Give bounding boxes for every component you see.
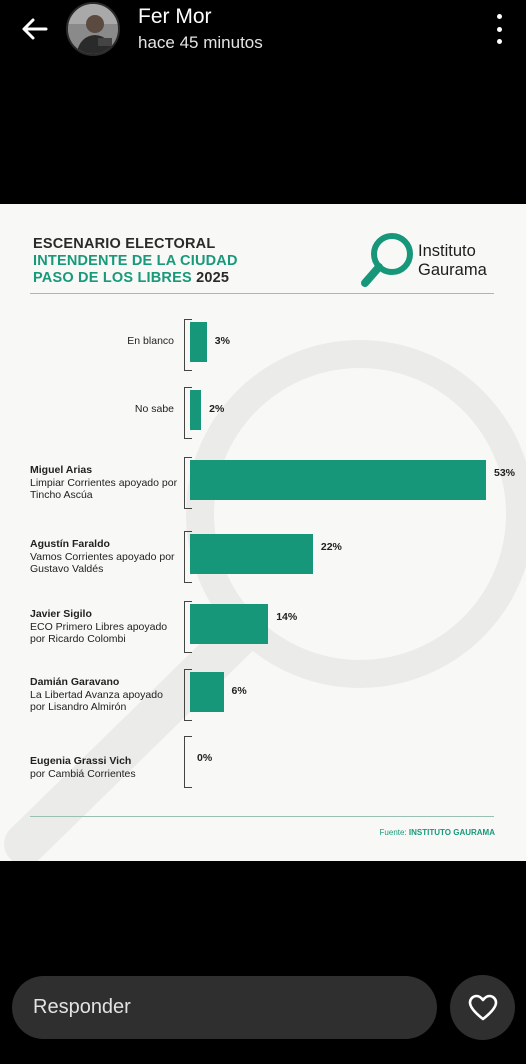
candidate-name: Javier Sigilo xyxy=(30,608,92,620)
category-label: No sabe xyxy=(134,403,174,415)
like-button[interactable] xyxy=(450,975,515,1040)
avatar-photo xyxy=(68,4,118,54)
axis-bracket xyxy=(184,736,192,788)
axis-bracket xyxy=(184,457,192,509)
candidate-label: Eugenia Grassi Vich por Cambiá Corrientes xyxy=(30,755,180,780)
value-label: 3% xyxy=(214,335,230,347)
top-divider xyxy=(30,293,494,294)
axis-bracket xyxy=(184,531,192,583)
post-time: hace 45 minutos xyxy=(138,33,263,52)
bar xyxy=(190,672,224,712)
bar xyxy=(190,390,202,430)
title-line-3: PASO DE LOS LIBRES 2025 xyxy=(33,270,238,287)
candidate-label: Javier Sigilo ECO Primero Libres apoyado … xyxy=(30,608,180,646)
avatar[interactable] xyxy=(66,2,120,56)
instituto-gaurama-logo: Instituto Gaurama xyxy=(360,230,510,290)
bottom-divider xyxy=(30,816,494,817)
axis-bracket xyxy=(184,669,192,721)
story-header: Fer Mor hace 45 minutos xyxy=(0,0,526,60)
bar xyxy=(190,534,313,574)
source-name: INSTITUTO GAURAMA xyxy=(408,828,495,837)
candidate-name: Eugenia Grassi Vich xyxy=(30,755,132,767)
candidate-name: Miguel Arias xyxy=(30,464,93,476)
title-line-1: ESCENARIO ELECTORAL xyxy=(33,236,216,252)
value-label: 53% xyxy=(494,467,516,479)
candidate-label: Miguel Arias Limpiar Corrientes apoyado p… xyxy=(30,464,180,502)
candidate-party: La Libertad Avanza apoyado por Lisandro … xyxy=(30,688,163,714)
value-label: 6% xyxy=(231,685,247,697)
reply-placeholder: Responder xyxy=(33,996,131,1018)
title-city: PASO DE LOS LIBRES xyxy=(33,270,192,286)
candidate-name: Damián Garavano xyxy=(30,676,120,688)
candidate-party: ECO Primero Libres apoyado por Ricardo C… xyxy=(30,620,168,646)
value-label: 22% xyxy=(320,541,342,553)
value-label: 2% xyxy=(209,403,225,415)
axis-bracket xyxy=(184,601,192,653)
value-label: 0% xyxy=(197,752,213,764)
category-label: En blanco xyxy=(127,335,174,347)
user-name[interactable]: Fer Mor xyxy=(138,5,212,28)
bar xyxy=(190,604,269,644)
candidate-label: Damián Garavano La Libertad Avanza apoyad… xyxy=(30,676,180,714)
title-year: 2025 xyxy=(196,270,230,286)
logo-line-1: Instituto xyxy=(418,242,476,260)
source-prefix: Fuente: xyxy=(379,828,407,837)
axis-bracket xyxy=(184,319,192,371)
candidate-party: Vamos Corrientes apoyado por Gustavo Val… xyxy=(30,550,175,576)
poll-infographic: ESCENARIO ELECTORAL INTENDENTE DE LA CIU… xyxy=(0,204,526,861)
more-vertical-icon xyxy=(496,14,502,19)
axis-bracket xyxy=(184,387,192,439)
candidate-party: por Cambiá Corrientes xyxy=(30,767,136,780)
candidate-label: Agustín Faraldo Vamos Corrientes apoyado … xyxy=(30,538,180,576)
heart-icon xyxy=(468,994,497,1020)
logo-line-2: Gaurama xyxy=(418,261,487,279)
reply-input[interactable]: Responder xyxy=(12,976,437,1039)
magnifier-logo-icon xyxy=(361,233,413,287)
bar xyxy=(190,460,486,500)
back-button[interactable] xyxy=(14,12,54,46)
arrow-left-icon xyxy=(22,18,48,40)
logo-text: Instituto Gaurama xyxy=(418,242,487,280)
more-options-button[interactable] xyxy=(490,14,508,44)
infographic-title: ESCENARIO ELECTORAL INTENDENTE DE LA CIU… xyxy=(33,236,238,287)
value-label: 14% xyxy=(276,611,298,623)
candidate-party: Limpiar Corrientes apoyado por Tincho As… xyxy=(30,476,178,502)
bar xyxy=(190,322,207,362)
source-note: Fuente: INSTITUTO GAURAMA xyxy=(380,828,495,837)
title-line-2: INTENDENTE DE LA CIUDAD xyxy=(33,253,238,269)
candidate-name: Agustín Faraldo xyxy=(30,538,110,550)
